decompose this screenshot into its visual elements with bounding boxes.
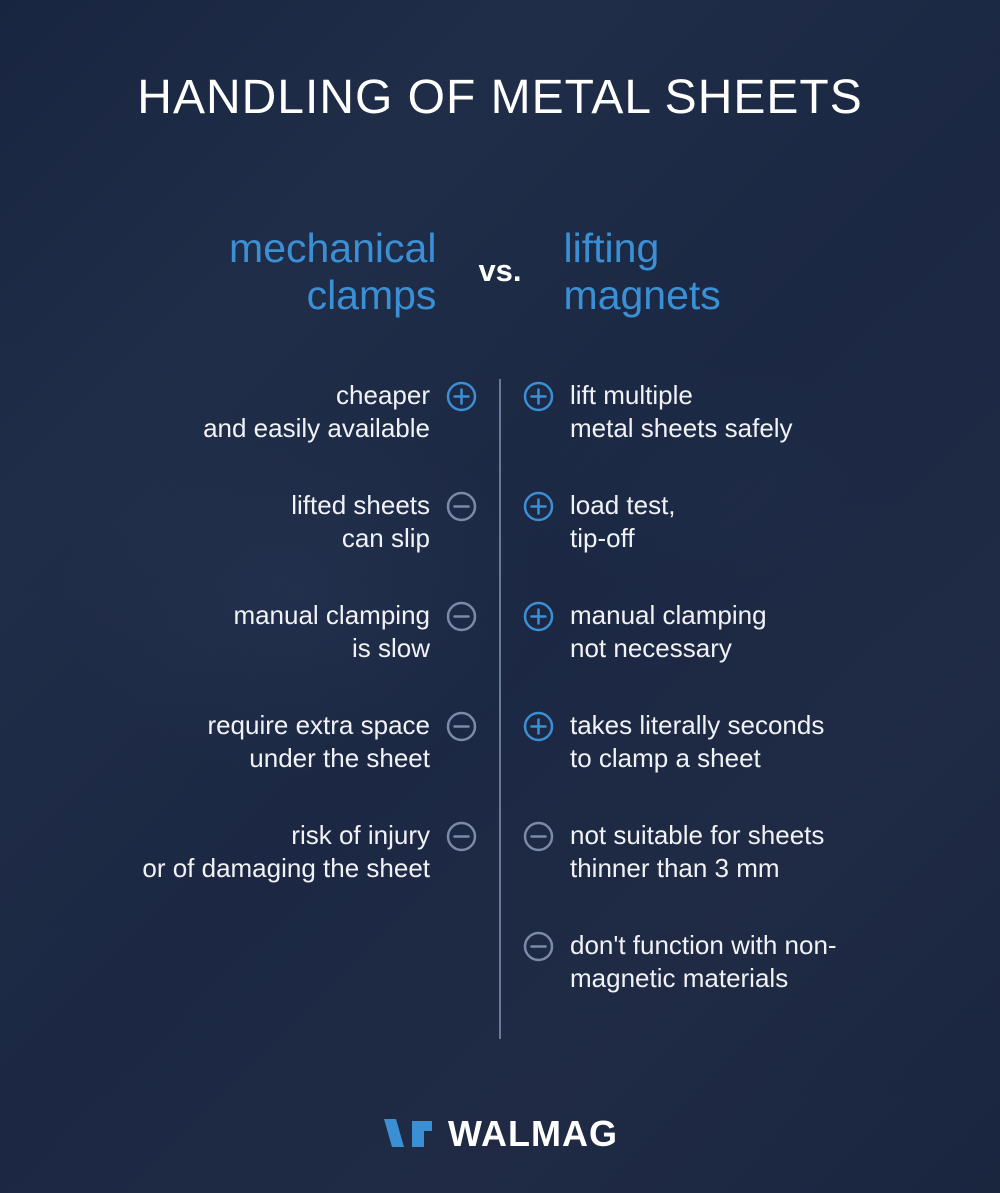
column-right: lift multiplemetal sheets safely load tes…: [523, 379, 903, 1039]
minus-icon: [446, 821, 477, 852]
list-item: don't function with non-magnetic materia…: [523, 929, 903, 1039]
minus-icon: [523, 821, 554, 852]
item-text: don't function with non-magnetic materia…: [570, 929, 837, 994]
subtitle-left-line2: clamps: [307, 272, 437, 318]
walmag-logo-icon: [382, 1115, 434, 1153]
comparison-grid: cheaperand easily available lifted sheets…: [60, 379, 940, 1039]
item-text: manual clampingnot necessary: [570, 599, 767, 664]
list-item: lifted sheetscan slip: [97, 489, 477, 599]
plus-icon: [523, 381, 554, 412]
item-text: require extra spaceunder the sheet: [207, 709, 430, 774]
item-text: risk of injuryor of damaging the sheet: [142, 819, 430, 884]
list-item: manual clampingnot necessary: [523, 599, 903, 709]
plus-icon: [523, 711, 554, 742]
list-item: risk of injuryor of damaging the sheet: [97, 819, 477, 929]
minus-icon: [523, 931, 554, 962]
item-text: not suitable for sheetsthinner than 3 mm: [570, 819, 824, 884]
item-text: cheaperand easily available: [203, 379, 430, 444]
minus-icon: [446, 491, 477, 522]
item-text: lift multiplemetal sheets safely: [570, 379, 793, 444]
item-text: takes literally secondsto clamp a sheet: [570, 709, 824, 774]
list-item: not suitable for sheetsthinner than 3 mm: [523, 819, 903, 929]
minus-icon: [446, 601, 477, 632]
plus-icon: [446, 381, 477, 412]
minus-icon: [446, 711, 477, 742]
subtitle-right-line2: magnets: [564, 272, 721, 318]
subtitle-right-line1: lifting: [564, 225, 660, 271]
subtitle-left: mechanical clamps: [66, 225, 436, 319]
plus-icon: [523, 601, 554, 632]
vs-label: vs.: [478, 225, 521, 289]
brand-logo: WALMAG: [0, 1113, 1000, 1155]
list-item: load test,tip-off: [523, 489, 903, 599]
list-item: takes literally secondsto clamp a sheet: [523, 709, 903, 819]
item-text: lifted sheetscan slip: [291, 489, 430, 554]
subtitle-left-line1: mechanical: [229, 225, 436, 271]
content-container: HANDLING OF METAL SHEETS mechanical clam…: [0, 0, 1000, 1193]
subtitle-row: mechanical clamps vs. lifting magnets: [60, 225, 940, 319]
brand-name: WALMAG: [448, 1113, 618, 1155]
list-item: require extra spaceunder the sheet: [97, 709, 477, 819]
subtitle-right: lifting magnets: [564, 225, 934, 319]
list-item: cheaperand easily available: [97, 379, 477, 489]
item-text: manual clampingis slow: [233, 599, 430, 664]
item-text: load test,tip-off: [570, 489, 676, 554]
page-title: HANDLING OF METAL SHEETS: [60, 70, 940, 125]
column-left: cheaperand easily available lifted sheets…: [97, 379, 477, 1039]
center-divider: [499, 379, 501, 1039]
plus-icon: [523, 491, 554, 522]
list-item: manual clampingis slow: [97, 599, 477, 709]
list-item: lift multiplemetal sheets safely: [523, 379, 903, 489]
